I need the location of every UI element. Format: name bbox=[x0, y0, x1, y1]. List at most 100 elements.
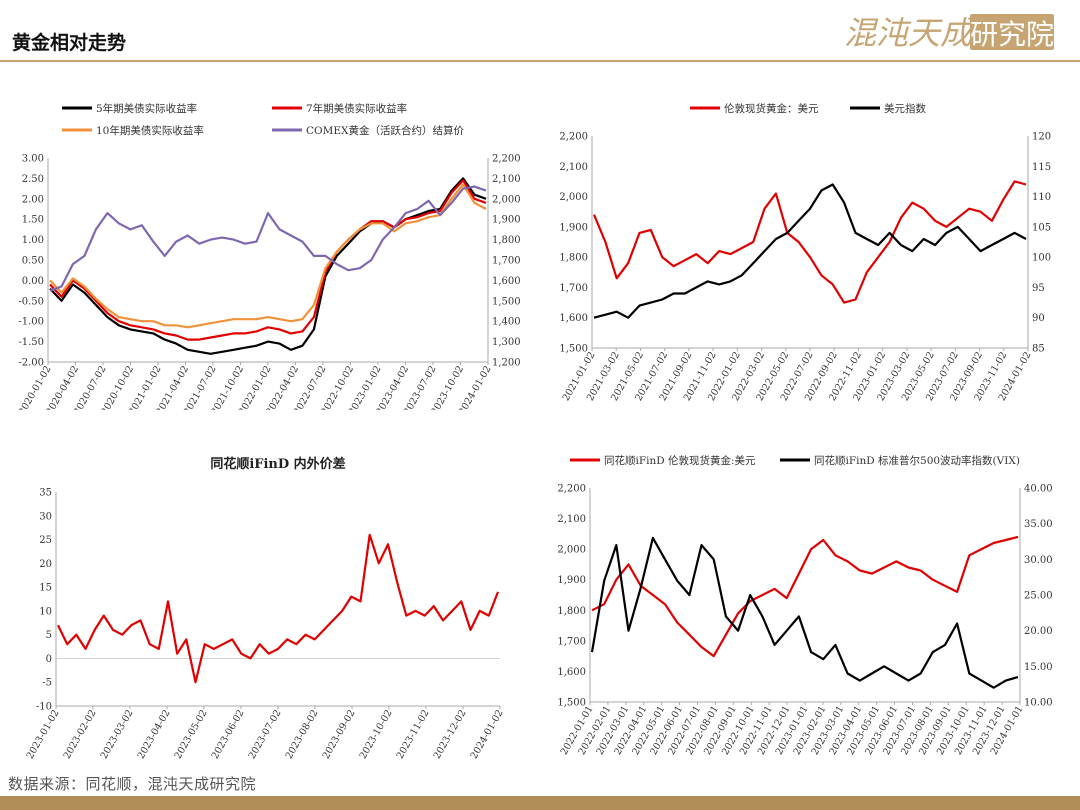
y-left-tick-label: 1,900 bbox=[557, 575, 586, 586]
x-tick-label: 2023-05-02 bbox=[173, 708, 210, 761]
x-tick-label: 2023-04-02 bbox=[136, 708, 173, 761]
legend-label: 10年期美债实际收益率 bbox=[96, 124, 204, 137]
legend-label: COMEX黄金（活跃合约）结算价 bbox=[306, 124, 465, 137]
legend-label: 7年期美债实际收益率 bbox=[306, 102, 407, 115]
y-left-tick-label: 25 bbox=[39, 535, 52, 546]
series-line bbox=[593, 183, 1027, 319]
x-tick-label: 2023-03-02 bbox=[99, 708, 136, 761]
series-line bbox=[591, 535, 1019, 658]
series-line bbox=[49, 177, 487, 355]
y-right-tick-label: 1,500 bbox=[492, 296, 521, 307]
x-tick-label: 2023-02-02 bbox=[62, 708, 99, 761]
y-right-tick-label: 1,800 bbox=[492, 235, 521, 246]
x-tick-label: 2023-11-02 bbox=[395, 708, 432, 761]
x-tick-label: 2024-01-02 bbox=[469, 708, 506, 761]
y-right-tick-label: 2,000 bbox=[492, 194, 521, 205]
y-right-tick-label: 1,900 bbox=[492, 215, 521, 226]
logo-box bbox=[970, 14, 1054, 50]
y-left-tick-label: -10 bbox=[36, 702, 52, 713]
y-left-tick-label: 1.00 bbox=[22, 235, 44, 246]
y-right-tick-label: 100 bbox=[1032, 253, 1051, 264]
x-tick-label: 2023-07-02 bbox=[247, 708, 284, 761]
y-left-tick-label: -5 bbox=[42, 678, 52, 689]
chart-inner-outer-spread: 同花顺iFinD 内外价差 35 30 25 20 15 10 5 0 -5 -102023-01-… bbox=[25, 456, 506, 761]
y-left-tick-label: 2.50 bbox=[22, 174, 44, 185]
y-left-tick-label: 2.00 bbox=[22, 194, 44, 205]
legend-label: 同花顺iFinD 标准普尔500波动率指数(VIX) bbox=[814, 454, 1020, 467]
logo-text: 混沌天成 bbox=[844, 14, 976, 52]
y-right-tick-label: 90 bbox=[1032, 313, 1045, 324]
y-left-tick-label: 35 bbox=[39, 488, 52, 499]
y-left-tick-label: 3.00 bbox=[22, 154, 44, 165]
y-left-tick-label: 1,600 bbox=[557, 667, 586, 678]
y-left-tick-label: 2,200 bbox=[559, 132, 588, 143]
chart-real-yields-vs-gold: 3.00 2.50 2.00 1.50 1.00 0.50 0.00 -0.50 -1.00 -1… bbox=[17, 102, 521, 410]
x-tick-label: 2023-08-02 bbox=[284, 708, 321, 761]
y-right-tick-label: 2,100 bbox=[492, 174, 521, 185]
y-right-tick-label: 85 bbox=[1032, 344, 1045, 355]
series-line bbox=[590, 536, 1019, 689]
x-tick-label: 2023-12-02 bbox=[432, 708, 469, 761]
y-right-tick-label: 10.00 bbox=[1024, 698, 1053, 709]
y-left-tick-label: 5 bbox=[46, 630, 52, 641]
y-right-tick-label: 1,400 bbox=[492, 317, 521, 328]
y-right-tick-label: 15.00 bbox=[1024, 662, 1053, 673]
chart-gold-vs-vix: 2,200 2,100 2,000 1,900 1,800 1,700 1,600 1,500… bbox=[557, 454, 1053, 757]
y-left-tick-label: 1,900 bbox=[559, 222, 588, 233]
y-right-tick-label: 1,700 bbox=[492, 256, 521, 267]
legend-label: 美元指数 bbox=[884, 102, 926, 115]
footer-source: 数据来源：同花顺，混沌天成研究院 bbox=[8, 775, 257, 793]
y-left-tick-label: 2,200 bbox=[557, 484, 586, 495]
legend-label: 5年期美债实际收益率 bbox=[96, 102, 197, 115]
y-left-tick-label: 2,100 bbox=[557, 514, 586, 525]
y-left-tick-label: 1.50 bbox=[22, 215, 44, 226]
y-right-tick-label: 2,200 bbox=[492, 154, 521, 165]
header-rule bbox=[0, 60, 1080, 62]
y-left-tick-label: 1,700 bbox=[559, 283, 588, 294]
footer-rule bbox=[0, 796, 1080, 810]
series-line bbox=[49, 185, 487, 292]
x-tick-label: 2023-01-02 bbox=[25, 708, 62, 761]
y-left-tick-label: 1,500 bbox=[559, 344, 588, 355]
y-left-tick-label: -2.00 bbox=[18, 358, 44, 369]
y-left-tick-label: 0.50 bbox=[22, 256, 44, 267]
chart-title: 同花顺iFinD 内外价差 bbox=[210, 456, 345, 472]
x-tick-label: 2023-10-02 bbox=[358, 708, 395, 761]
y-right-tick-label: 25.00 bbox=[1024, 591, 1053, 602]
series-line bbox=[49, 183, 487, 329]
y-left-tick-label: -0.50 bbox=[18, 296, 44, 307]
y-left-tick-label: -1.50 bbox=[18, 337, 44, 348]
y-right-tick-label: 30.00 bbox=[1024, 555, 1053, 566]
y-left-tick-label: 30 bbox=[39, 511, 52, 522]
y-left-tick-label: 0.00 bbox=[22, 276, 44, 287]
y-left-tick-label: 1,600 bbox=[559, 313, 588, 324]
y-left-tick-label: 2,000 bbox=[559, 192, 588, 203]
y-left-tick-label: 20 bbox=[39, 559, 52, 570]
series-line bbox=[592, 180, 1027, 304]
legend-label: 伦敦现货黄金：美元 bbox=[724, 102, 819, 115]
legend-label: 同花顺iFinD 伦敦现货黄金:美元 bbox=[604, 454, 756, 467]
y-right-tick-label: 35.00 bbox=[1024, 519, 1053, 530]
x-tick-label: 2023-09-02 bbox=[321, 708, 358, 761]
logo-box-text: 研究院 bbox=[970, 18, 1054, 51]
y-right-tick-label: 1,200 bbox=[492, 358, 521, 369]
x-tick-label: 2023-06-02 bbox=[210, 708, 247, 761]
y-left-tick-label: 1,800 bbox=[559, 253, 588, 264]
y-right-tick-label: 1,600 bbox=[492, 276, 521, 287]
page-title: 黄金相对走势 bbox=[12, 32, 127, 54]
y-left-tick-label: 1,800 bbox=[557, 606, 586, 617]
y-left-tick-label: 15 bbox=[39, 583, 52, 594]
series-line bbox=[49, 179, 487, 341]
y-right-tick-label: 110 bbox=[1032, 192, 1051, 203]
y-left-tick-label: -1.00 bbox=[18, 317, 44, 328]
y-right-tick-label: 20.00 bbox=[1024, 626, 1053, 637]
y-right-tick-label: 40.00 bbox=[1024, 484, 1053, 495]
y-left-tick-label: 2,000 bbox=[557, 545, 586, 556]
y-right-tick-label: 115 bbox=[1032, 162, 1051, 173]
y-right-tick-label: 120 bbox=[1032, 132, 1051, 143]
y-left-tick-label: 1,500 bbox=[557, 698, 586, 709]
y-left-tick-label: 2,100 bbox=[559, 162, 588, 173]
y-left-tick-label: 10 bbox=[39, 606, 52, 617]
y-right-tick-label: 95 bbox=[1032, 283, 1045, 294]
brand-logo: 混沌天成 研究院 bbox=[844, 14, 1054, 52]
